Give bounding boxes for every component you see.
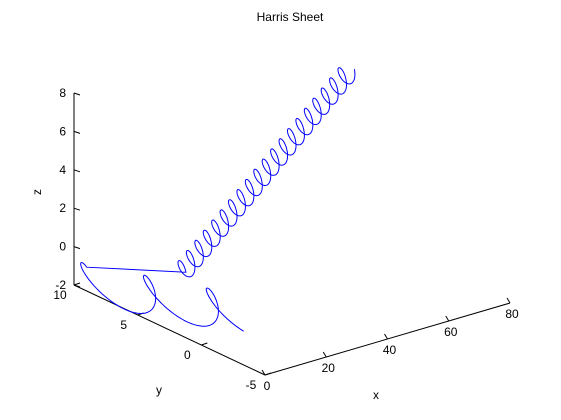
z-tick-label: 8 [59,86,66,100]
z-tick [73,284,81,288]
z-tick [73,246,81,250]
z-tick [73,169,81,173]
x-tick-label: 20 [322,361,336,375]
x-axis-label: x [373,388,379,402]
x-tick-label: 0 [264,379,271,393]
z-tick [73,92,81,96]
z-axis-label: z [30,189,44,195]
z-tick-label: 0 [59,240,66,254]
z-tick-label: 4 [59,163,66,177]
x-tick-label: 60 [444,325,458,339]
y-axis-line [73,284,266,376]
x-tick [445,315,450,322]
y-axis-label: y [156,383,162,397]
y-tick [264,372,272,376]
x-tick-label: 40 [383,343,397,357]
tick-label-group: 0 20 40 60 80 -5 0 5 10-2 0 2 4 6 8 [53,86,519,393]
series-line-3d [80,67,356,332]
z-tick-label: 6 [59,124,66,138]
x-tick [384,333,388,340]
y-tick [73,282,81,286]
x-tick [322,351,327,358]
y-tick [201,342,208,346]
y-tick-label: 0 [184,348,191,362]
x-tick [506,297,511,304]
y-tick-label: 5 [120,318,127,332]
y-tick-label: 10 [53,288,67,302]
z-tick-label: 2 [59,201,66,215]
y-tick-label: -5 [246,378,257,392]
tick-group [73,92,511,376]
x-tick [261,369,266,376]
z-tick [73,130,81,134]
chart-title: Harris Sheet [257,10,324,24]
z-tick-label: -2 [55,278,66,292]
z-tick [73,207,81,211]
x-tick-label: 80 [505,307,519,321]
